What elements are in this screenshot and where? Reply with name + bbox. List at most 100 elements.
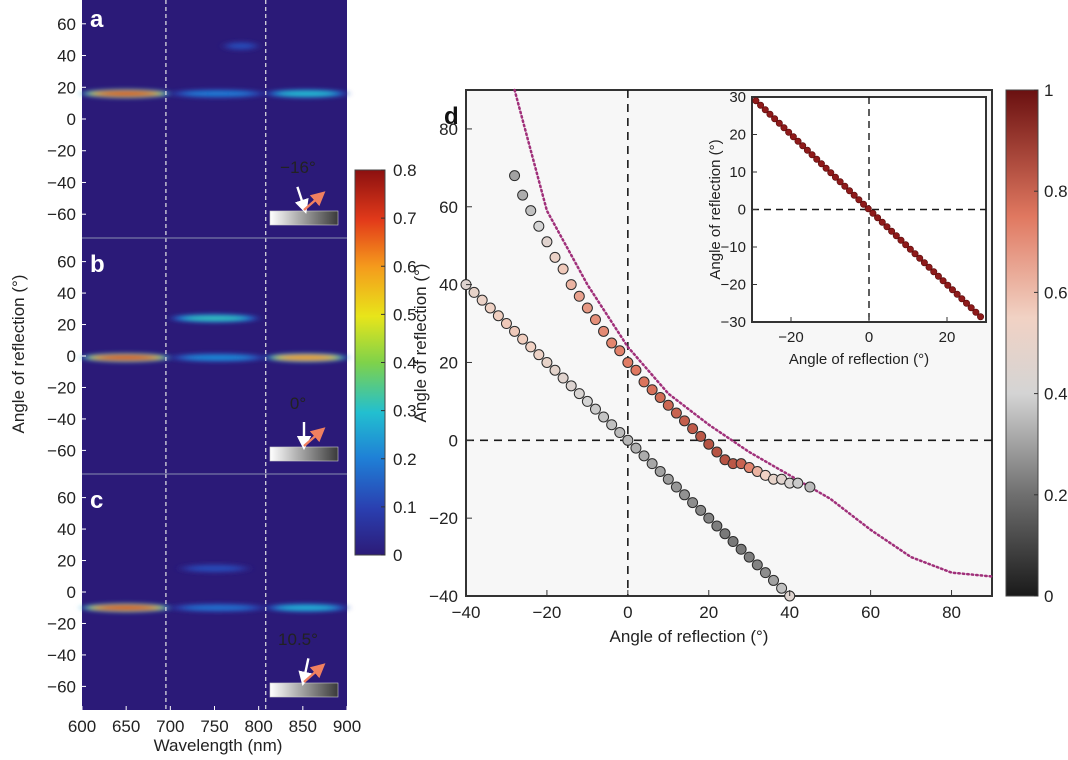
heat-band-level [280, 605, 333, 610]
x-tick-label: 750 [200, 717, 228, 736]
y-tick-label: −20 [47, 142, 76, 161]
inset-point [766, 110, 774, 118]
scatter-point [557, 263, 569, 275]
scatter-point [743, 551, 755, 563]
incident-arrow [298, 658, 313, 687]
colorbar-tick-label: 0 [1044, 587, 1053, 606]
inset-point [794, 137, 802, 145]
scatter-point [703, 438, 715, 450]
inset-point [771, 115, 779, 123]
heat-x-axis-label: Wavelength (nm) [154, 736, 283, 755]
scatter-point [606, 419, 618, 431]
scatter-point [670, 407, 682, 419]
y-tick-label: −40 [429, 587, 458, 606]
panel-d-inset: −20 0 20 30 20 10 0 −10 −20 −30 Angle of reflectio… [702, 89, 990, 378]
inset-point [855, 196, 863, 204]
x-tick-label: 80 [942, 603, 961, 622]
y-axis-label: Angle of reflection (°) [411, 264, 430, 423]
inset-point [883, 223, 891, 231]
y-tick-label: −20 [47, 378, 76, 397]
inset-y-tick-label: 20 [729, 127, 746, 144]
scatter-point [654, 391, 666, 403]
inset-point [864, 205, 872, 213]
heat-band-level [229, 44, 253, 48]
scatter-point [662, 473, 674, 485]
scatter-point [509, 325, 521, 337]
inset-point [967, 304, 975, 312]
scatter-point [646, 458, 658, 470]
sample-slab [269, 682, 339, 698]
scatter-point [662, 399, 674, 411]
scatter-point [581, 302, 593, 314]
scatter-point [509, 170, 521, 182]
colorbar-tick-label: 0.3 [393, 402, 417, 421]
x-tick-label: −20 [533, 603, 562, 622]
scatter-point [565, 380, 577, 392]
inset-point [874, 214, 882, 222]
panel-a: 60 40 20 0 −20 −40 −60 −16° [47, 0, 347, 238]
scatter-point [654, 465, 666, 477]
scatter-point [541, 356, 553, 368]
x-tick-label: 0 [623, 603, 632, 622]
inset-x-tick-label: 0 [865, 329, 873, 346]
heat-band [82, 603, 171, 613]
y-tick-label: 20 [57, 552, 76, 571]
scatter-point [622, 434, 634, 446]
colorbar-tick-label: 0.2 [1044, 486, 1068, 505]
x-tick-label: 20 [699, 603, 718, 622]
heat-band [170, 89, 266, 99]
inset-point [827, 169, 835, 177]
inset-y-tick-label: −20 [721, 277, 746, 294]
reflected-arrow [303, 191, 326, 211]
x-axis-label: Angle of reflection (°) [610, 627, 769, 646]
colorbar-tick-label: 0.8 [1044, 182, 1068, 201]
inset-point [916, 254, 924, 262]
colorbar-tick-label: 0.6 [1044, 283, 1068, 302]
colorbar-tick-label: 0.1 [393, 498, 417, 517]
scatter-point [598, 411, 610, 423]
scatter-point [573, 290, 585, 302]
sample-slab [269, 210, 339, 226]
inset-point [939, 277, 947, 285]
y-tick-label: 20 [439, 353, 458, 372]
scatter-point [735, 543, 747, 555]
inset-point [860, 200, 868, 208]
scatter-point [768, 574, 780, 586]
scatter-point [630, 442, 642, 454]
y-tick-label: 0 [449, 431, 458, 450]
scatter-point [670, 481, 682, 493]
heat-band-level [187, 355, 249, 360]
inset-point [803, 146, 811, 154]
heat-band-level [280, 355, 333, 360]
colorbar-tick-label: 0.2 [393, 450, 417, 469]
heatmap-background [82, 0, 347, 238]
scatter-point [525, 341, 537, 353]
scatter-point [646, 384, 658, 396]
y-tick-label: 40 [57, 520, 76, 539]
x-tick-label: 60 [861, 603, 880, 622]
colorbar-tick-label: 0.8 [393, 161, 417, 180]
heat-band [265, 603, 347, 613]
scatter-point [468, 286, 480, 298]
scatter-point [476, 294, 488, 306]
sample-slab [269, 446, 339, 462]
scatter-point [517, 333, 529, 345]
scatter-point [804, 481, 816, 493]
panel-label-c: c [90, 487, 103, 514]
incident-angle-label: 0° [290, 394, 306, 413]
inset-x-axis-label: Angle of reflection (°) [789, 351, 929, 368]
inset-point [822, 164, 830, 172]
colorbar-red-gray-bar [1005, 89, 1039, 597]
inset-point [892, 232, 900, 240]
inset-point [752, 97, 760, 105]
scatter-point [573, 388, 585, 400]
scatter-point [678, 415, 690, 427]
panel-label-d: d [444, 103, 459, 130]
scatter-point [581, 395, 593, 407]
inset-point [934, 272, 942, 280]
scatter-point [638, 376, 650, 388]
inset-point [897, 236, 905, 244]
scatter-series-1 [509, 170, 816, 493]
scatter-point [751, 559, 763, 571]
